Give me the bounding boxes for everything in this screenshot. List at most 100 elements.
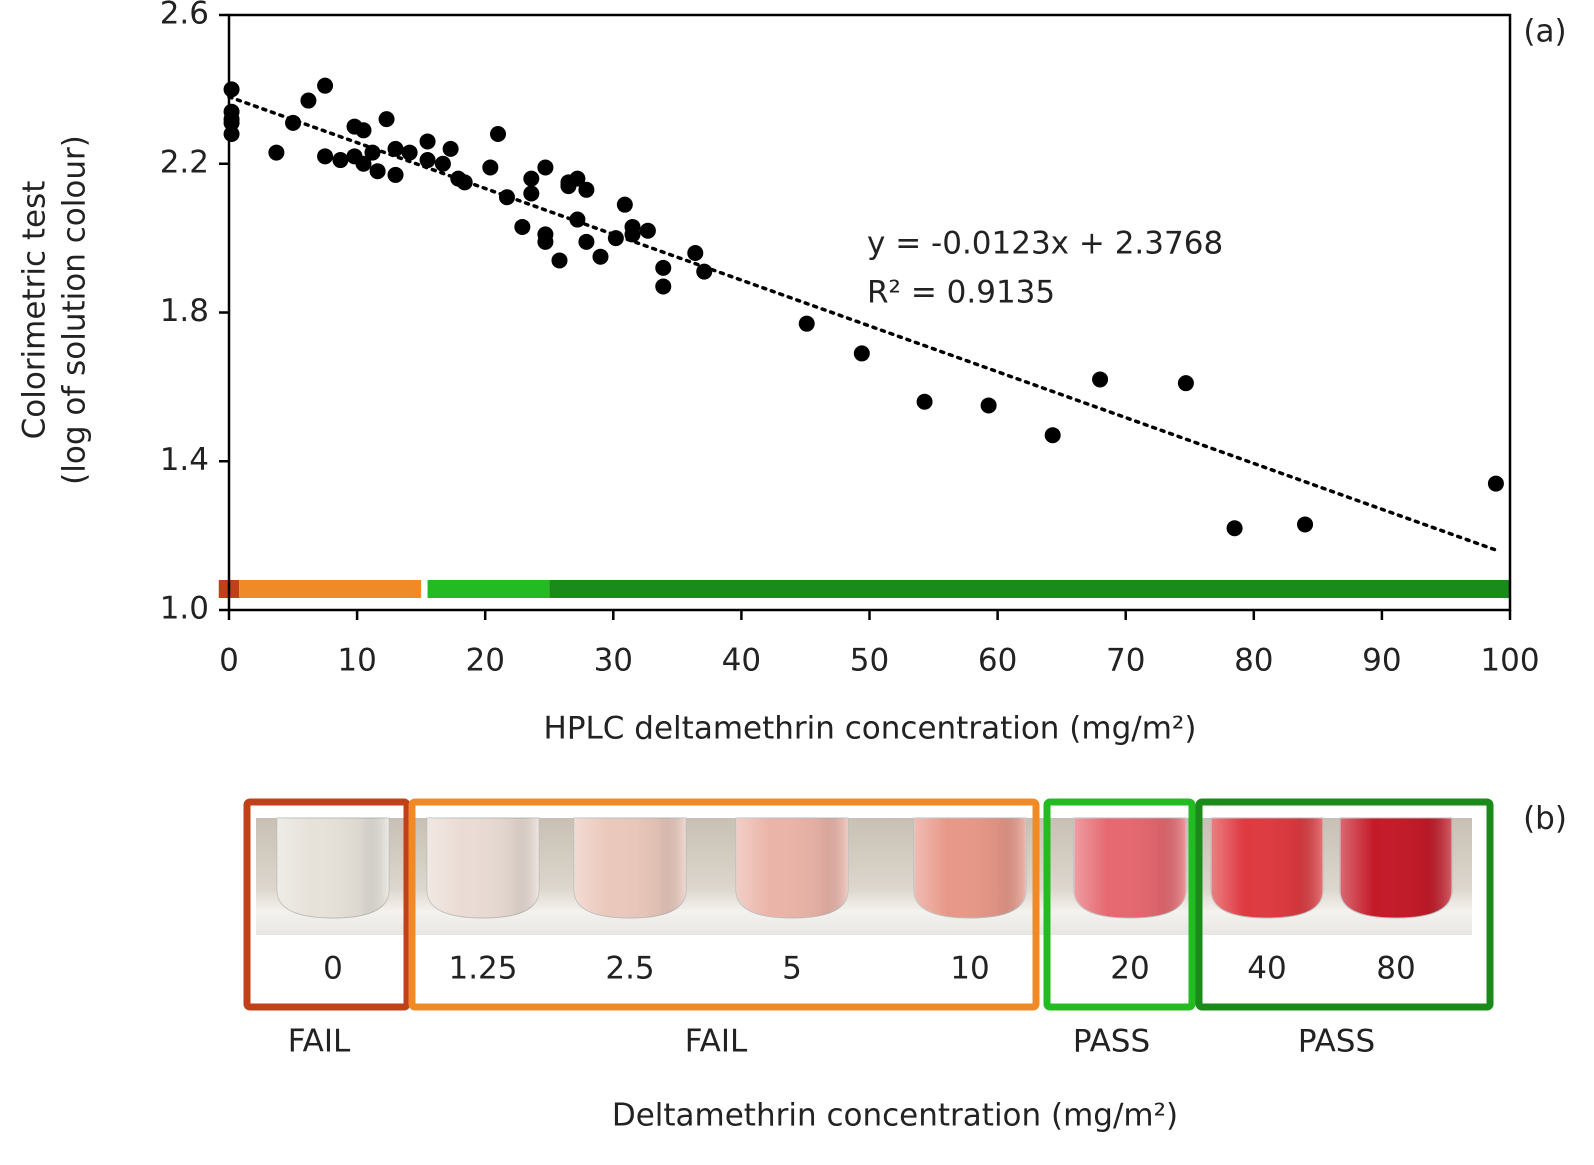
data-point (300, 92, 317, 109)
data-point (355, 122, 372, 139)
data-point (482, 159, 499, 176)
group-box (408, 798, 1040, 1011)
threshold-band (239, 580, 422, 598)
data-point (490, 126, 507, 142)
data-point (401, 144, 418, 161)
data-point (551, 252, 568, 269)
data-point (696, 263, 713, 280)
concentration-label: 20 (1110, 951, 1149, 987)
data-point (317, 77, 334, 94)
x-tick-label: 40 (722, 643, 761, 679)
data-point (569, 170, 586, 187)
y-tick-label: 1.4 (160, 442, 209, 478)
data-point (853, 345, 870, 362)
data-point (355, 155, 372, 172)
panel-b-axis-title: Deltamethrin concentration (mg/m²) (612, 1098, 1178, 1134)
group-verdict: FAIL (288, 1024, 351, 1060)
x-tick-label: 70 (1106, 643, 1145, 679)
group-box (243, 798, 411, 1011)
data-point (592, 248, 609, 265)
vial-glass (427, 818, 539, 918)
data-point (916, 393, 933, 410)
vial-glass (574, 818, 686, 918)
data-point (639, 222, 656, 239)
data-point (687, 245, 704, 261)
data-point (317, 148, 334, 165)
y-tick-label: 2.6 (160, 0, 209, 32)
data-point (387, 166, 404, 183)
data-point (223, 114, 240, 131)
concentration-label: 1.25 (448, 951, 517, 987)
data-point (419, 152, 436, 169)
plot-frame (227, 13, 1512, 612)
x-tick-label: 30 (594, 643, 633, 679)
data-point (523, 170, 540, 187)
concentration-label: 10 (950, 951, 989, 987)
threshold-band (549, 580, 1510, 598)
data-point (1487, 475, 1504, 492)
group-verdict: PASS (1073, 1024, 1150, 1060)
x-tick-label: 0 (219, 643, 239, 679)
group-box (1043, 798, 1196, 1011)
concentration-label: 2.5 (605, 951, 654, 987)
data-point (456, 174, 473, 191)
vial-glass (1211, 818, 1323, 918)
data-point (285, 114, 302, 131)
data-point (498, 189, 515, 206)
group-verdict: FAIL (685, 1024, 748, 1060)
data-point (537, 233, 554, 250)
concentration-label: 80 (1376, 951, 1415, 987)
panel-label: (a) (1523, 14, 1566, 50)
group-verdict: PASS (1298, 1024, 1375, 1060)
data-point (434, 155, 451, 172)
y-tick-label: 1.0 (160, 591, 209, 627)
data-point (607, 230, 624, 247)
data-point (624, 218, 641, 235)
x-tick-label: 50 (850, 643, 889, 679)
data-point (332, 152, 349, 169)
vial-glass (1074, 818, 1186, 918)
concentration-label: 40 (1247, 951, 1286, 987)
x-tick-label: 60 (978, 643, 1017, 679)
data-point (387, 140, 404, 157)
data-point (223, 126, 240, 142)
vial-glass (736, 818, 848, 918)
data-point (364, 144, 381, 161)
data-point (1297, 516, 1314, 533)
x-tick-label: 10 (337, 643, 376, 679)
data-point (798, 315, 815, 332)
data-point (514, 218, 531, 235)
threshold-band (427, 580, 550, 598)
data-point (378, 111, 395, 128)
concentration-label: 5 (782, 951, 802, 987)
data-point (537, 159, 554, 176)
data-point (569, 211, 586, 228)
data-point (369, 163, 386, 180)
vial-glass (1340, 818, 1452, 918)
vial-glass (277, 818, 389, 918)
data-point (268, 144, 285, 161)
data-point (223, 81, 240, 98)
data-point (980, 397, 997, 414)
panel-label: (b) (1523, 801, 1567, 837)
data-point (1044, 427, 1061, 444)
x-tick-label: 90 (1362, 643, 1401, 679)
data-point (1177, 375, 1194, 392)
data-point (655, 259, 672, 276)
y-tick-label: 2.2 (160, 144, 209, 180)
trendline (227, 95, 1499, 553)
r-squared: R² = 0.9135 (867, 275, 1055, 311)
y-tick-label: 1.8 (160, 293, 209, 329)
equation: y = -0.0123x + 2.3768 (867, 226, 1223, 262)
data-point (616, 196, 633, 213)
data-point (523, 185, 540, 202)
data-point (578, 233, 595, 250)
data-point (442, 140, 459, 157)
data-point (655, 278, 672, 295)
y-axis-title: (log of solution colour) (57, 135, 93, 485)
data-point (1092, 371, 1109, 388)
concentration-label: 0 (323, 951, 343, 987)
x-tick-label: 100 (1480, 643, 1539, 679)
vial-glass (914, 818, 1026, 918)
